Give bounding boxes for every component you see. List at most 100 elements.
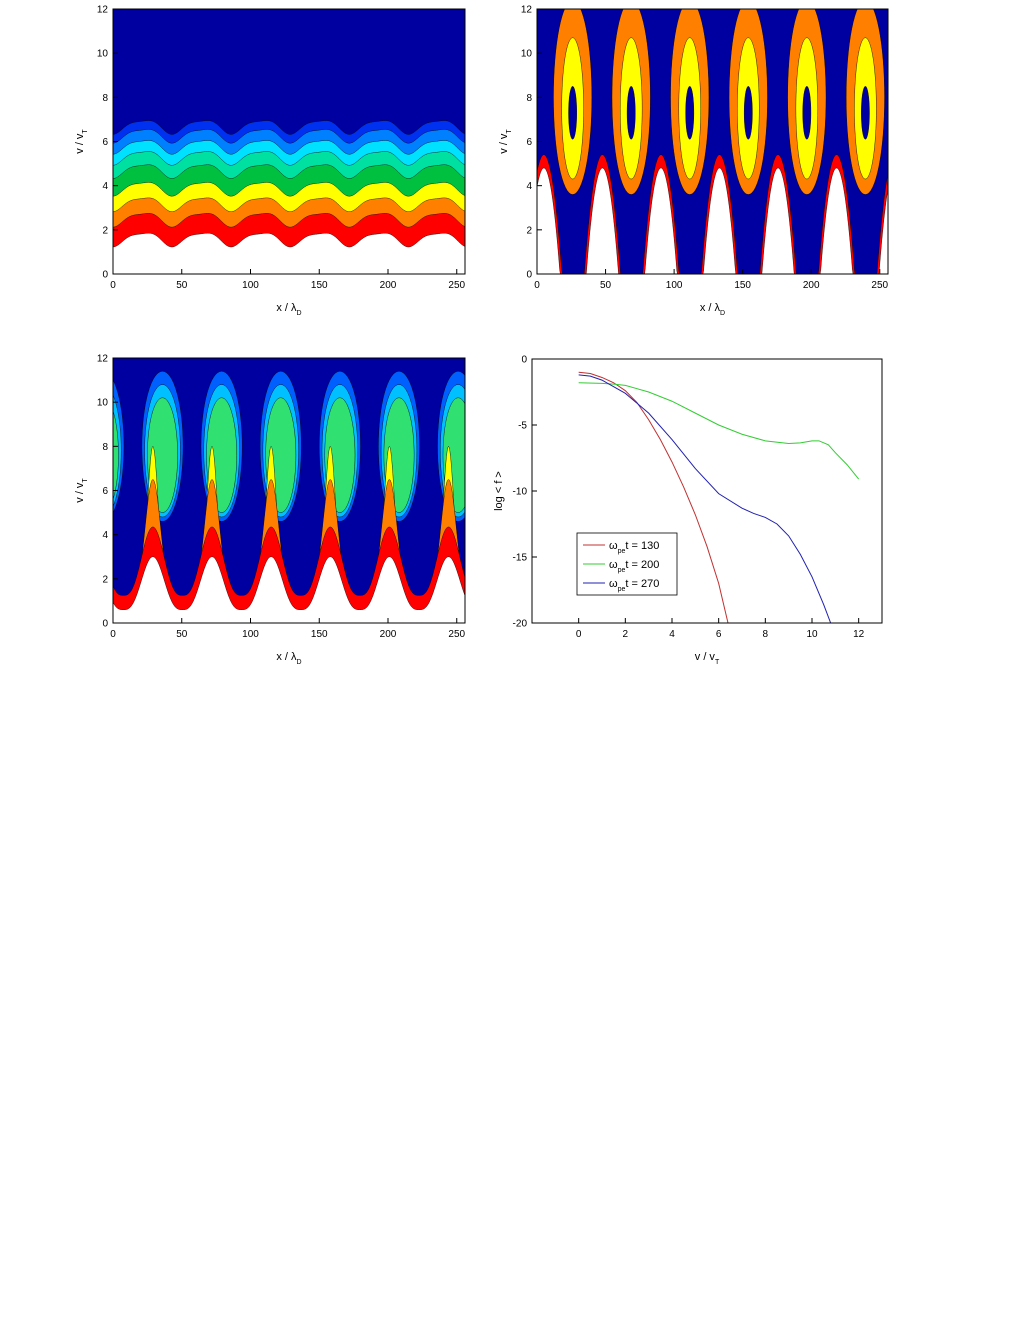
legend-label: ωpet = 130: [609, 540, 659, 555]
contour-blob: [568, 86, 577, 140]
contour-blob: [802, 86, 812, 140]
legend-sub: pe: [618, 567, 626, 574]
axis-label-text: v / v: [74, 482, 86, 503]
axis-label-sub: T: [715, 659, 720, 666]
y-tick-label: 6: [526, 137, 532, 148]
x-tick-label: 250: [871, 280, 888, 291]
x-tick-label: 12: [853, 629, 865, 640]
axis-label: x / λD: [276, 302, 301, 317]
axis-label-sub: D: [297, 659, 302, 666]
legend-tail: t = 130: [625, 540, 659, 552]
legend-label: ωpet = 270: [609, 578, 659, 593]
plot-area: [537, 0, 943, 274]
contour-blob: [861, 86, 870, 140]
axis-label-sub: T: [82, 478, 89, 483]
y-tick-label: 2: [526, 225, 532, 236]
y-tick-label: 2: [102, 225, 108, 236]
x-tick-label: 0: [110, 629, 116, 640]
axis-label-text: v / v: [74, 133, 86, 154]
axis-label-text: v / v: [498, 133, 510, 154]
y-tick-label: 8: [102, 93, 108, 104]
axis-label: log < f >: [493, 471, 505, 511]
x-tick-label: 50: [176, 280, 188, 291]
axis-label: v / vT: [498, 129, 513, 154]
axis-label-text: v / v: [695, 651, 716, 663]
contour-blob: [905, 0, 943, 194]
axis-label-sub: T: [506, 129, 513, 134]
y-tick-label: -5: [518, 421, 527, 432]
x-tick-label: 0: [576, 629, 582, 640]
legend-tail: t = 200: [625, 559, 659, 571]
y-tick-label: 0: [102, 619, 108, 630]
line-series: [578, 374, 832, 623]
contour-blob: [920, 86, 928, 139]
x-tick-label: 100: [242, 629, 259, 640]
contour-blob: [743, 86, 753, 140]
x-tick-label: 0: [110, 280, 116, 291]
x-tick-label: 150: [311, 280, 328, 291]
legend-symbol: ω: [609, 559, 618, 571]
y-tick-label: 4: [102, 181, 108, 192]
contour-band: [113, 556, 465, 623]
axis-label: x / λD: [276, 651, 301, 666]
y-tick-label: 4: [102, 530, 108, 541]
x-tick-label: 100: [242, 280, 259, 291]
x-tick-label: 200: [380, 629, 397, 640]
plot-area: [578, 371, 860, 623]
y-tick-label: -20: [513, 619, 528, 630]
legend-label: ωpet = 200: [609, 559, 659, 574]
line-series: [578, 382, 860, 480]
y-tick-label: 8: [102, 442, 108, 453]
y-tick-label: 0: [521, 355, 527, 366]
y-tick-label: 12: [521, 5, 533, 16]
axis-label: x / λD: [700, 302, 725, 317]
x-tick-label: 6: [716, 629, 722, 640]
y-tick-label: 10: [521, 49, 533, 60]
x-tick-label: 2: [623, 629, 629, 640]
contour-blob: [913, 38, 935, 179]
legend-sub: pe: [618, 586, 626, 593]
y-tick-label: -15: [513, 553, 528, 564]
contour-band: [113, 233, 465, 274]
x-tick-label: 50: [176, 629, 188, 640]
y-tick-label: 2: [102, 574, 108, 585]
x-tick-label: 4: [669, 629, 675, 640]
y-tick-label: 0: [102, 270, 108, 281]
x-tick-label: 8: [763, 629, 769, 640]
line-series: [578, 371, 729, 623]
x-tick-label: 150: [311, 629, 328, 640]
x-tick-label: 200: [803, 280, 820, 291]
x-tick-label: 10: [806, 629, 818, 640]
y-tick-label: 12: [97, 5, 109, 16]
y-tick-label: -10: [513, 487, 528, 498]
contour-blob: [685, 86, 695, 140]
x-tick-label: 150: [734, 280, 751, 291]
x-tick-label: 200: [380, 280, 397, 291]
axis-label-sub: D: [297, 310, 302, 317]
legend-sub: pe: [618, 548, 626, 555]
contour-blob: [626, 86, 636, 140]
legend-tail: t = 270: [625, 578, 659, 590]
axis-label-text: log < f >: [493, 471, 505, 511]
axis-label-text: x / λ: [700, 302, 721, 314]
contour-blob: [113, 410, 119, 501]
y-tick-label: 10: [97, 49, 109, 60]
plot-area: [113, 358, 465, 623]
y-tick-label: 6: [102, 137, 108, 148]
axis-label-sub: T: [82, 129, 89, 134]
x-tick-label: 250: [448, 629, 465, 640]
y-tick-label: 0: [526, 270, 532, 281]
axis-label-text: x / λ: [276, 651, 297, 663]
legend-symbol: ω: [609, 578, 618, 590]
contour-band: [537, 167, 888, 274]
axis-label-text: x / λ: [276, 302, 297, 314]
axis-label: v / vT: [74, 129, 89, 154]
plot-area: [113, 9, 465, 274]
y-tick-label: 10: [97, 398, 109, 409]
y-tick-label: 6: [102, 486, 108, 497]
axis-label: v / vT: [695, 651, 720, 666]
x-tick-label: 250: [448, 280, 465, 291]
y-tick-label: 4: [526, 181, 532, 192]
axis-label-sub: D: [720, 310, 725, 317]
